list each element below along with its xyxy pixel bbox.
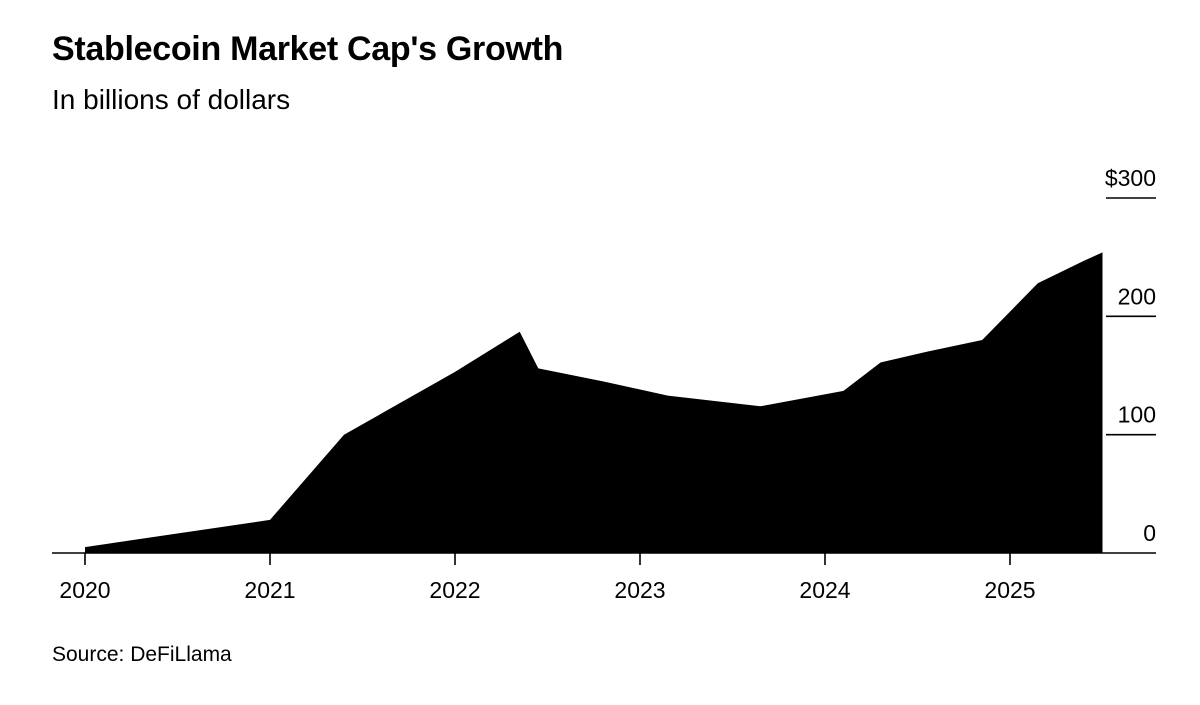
y-tick-label: $300	[1105, 165, 1156, 191]
x-tick-label: 2020	[59, 577, 110, 603]
x-tick-label: 2024	[799, 577, 850, 603]
y-axis: $300 200 100 0	[1105, 165, 1156, 546]
x-tick-label: 2025	[984, 577, 1035, 603]
y-tick-label: 100	[1118, 402, 1156, 428]
x-tick-label: 2022	[429, 577, 480, 603]
x-axis: 2020 2021 2022 2023 2024 2025	[52, 552, 1156, 603]
x-tick-label: 2021	[244, 577, 295, 603]
x-tick-label: 2023	[614, 577, 665, 603]
source-note: Source: DeFiLlama	[52, 643, 232, 666]
chart-title: Stablecoin Market Cap's Growth	[52, 30, 564, 68]
area-series	[85, 252, 1103, 553]
y-tick-label: 0	[1143, 520, 1156, 546]
y-tick-label: 200	[1118, 283, 1156, 309]
area-layer	[85, 252, 1103, 553]
chart-subtitle: In billions of dollars	[52, 84, 291, 115]
